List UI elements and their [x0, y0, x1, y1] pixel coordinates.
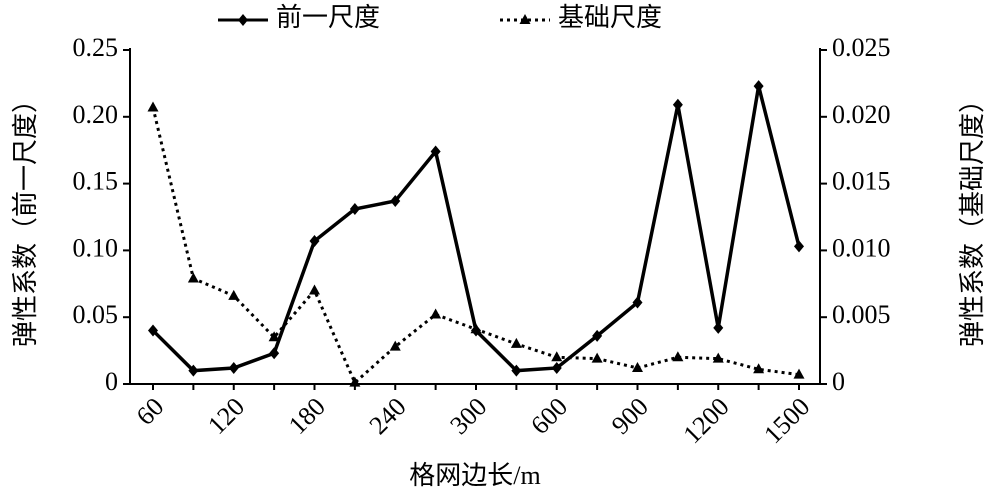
- y2-tick-label: 0.025: [832, 33, 891, 62]
- x-tick-label: 60: [131, 392, 170, 431]
- data-point: [389, 340, 401, 351]
- y2-tick-label: 0: [832, 367, 845, 396]
- legend-label: 基础尺度: [558, 3, 662, 32]
- x-tick-label: 240: [364, 392, 412, 440]
- data-point: [309, 284, 320, 295]
- data-point: [712, 352, 724, 363]
- x-axis-label: 格网边长/m: [409, 461, 540, 490]
- data-point: [713, 321, 724, 334]
- data-point: [632, 296, 643, 309]
- data-point: [228, 289, 240, 300]
- data-point: [753, 363, 765, 374]
- data-point: [793, 368, 805, 379]
- data-point: [148, 324, 158, 337]
- data-point: [430, 308, 442, 319]
- data-point: [390, 194, 401, 207]
- data-point: [349, 376, 361, 387]
- data-point: [470, 323, 482, 334]
- data-point: [510, 337, 522, 348]
- data-point: [188, 364, 199, 377]
- data-point: [591, 352, 603, 363]
- data-point: [268, 331, 280, 342]
- x-tick-label: 900: [606, 392, 654, 440]
- data-point: [753, 80, 764, 93]
- y2-tick-label: 0.005: [832, 300, 891, 329]
- data-point: [551, 361, 562, 374]
- y-axis-label: 弹性系数（前一尺度）: [11, 87, 40, 347]
- data-point: [187, 272, 199, 283]
- data-point: [228, 361, 239, 374]
- x-tick-label: 1200: [677, 392, 734, 449]
- x-tick-label: 600: [525, 392, 573, 440]
- data-point: [147, 101, 159, 112]
- y2-tick-label: 0.020: [832, 100, 891, 129]
- y2-tick-label: 0.015: [832, 167, 891, 196]
- data-point: [269, 347, 280, 360]
- data-point: [672, 351, 684, 362]
- data-point: [511, 364, 522, 377]
- x-tick-label: 300: [444, 392, 492, 440]
- legend-label: 前一尺度: [276, 3, 380, 32]
- y-tick-label: 0: [105, 367, 118, 396]
- y-tick-label: 0.25: [73, 33, 119, 62]
- data-point: [794, 240, 804, 253]
- y-tick-label: 0.15: [73, 167, 119, 196]
- data-point: [632, 361, 643, 372]
- data-point: [238, 14, 248, 26]
- x-tick-label: 180: [283, 392, 331, 440]
- y-tick-label: 0.10: [73, 233, 119, 262]
- y2-axis-label: 弹性系数（基础尺度）: [958, 87, 987, 347]
- y-tick-label: 0.05: [73, 300, 119, 329]
- data-point: [551, 351, 563, 362]
- data-point: [519, 14, 531, 24]
- data-point: [430, 145, 441, 158]
- x-tick-label: 120: [202, 392, 250, 440]
- data-point: [672, 98, 683, 111]
- y-tick-label: 0.20: [73, 100, 119, 129]
- y2-tick-label: 0.010: [832, 233, 891, 262]
- data-point: [349, 202, 360, 215]
- data-point: [592, 329, 603, 342]
- data-point: [309, 235, 320, 248]
- x-tick-label: 1500: [758, 392, 815, 449]
